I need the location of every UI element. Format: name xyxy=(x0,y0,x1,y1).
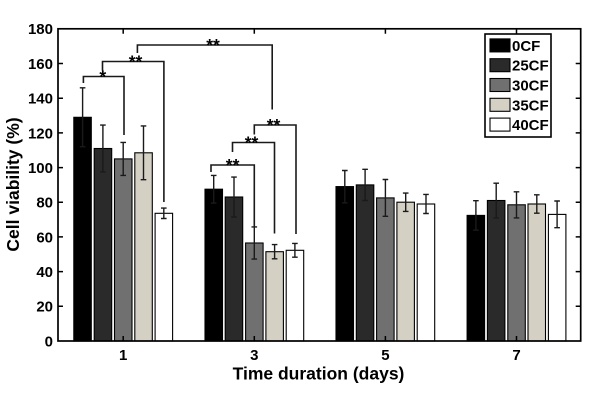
svg-text:0: 0 xyxy=(45,333,53,350)
svg-text:20: 20 xyxy=(36,299,53,316)
svg-text:180: 180 xyxy=(28,21,53,38)
svg-text:5: 5 xyxy=(381,347,389,364)
svg-text:120: 120 xyxy=(28,125,53,142)
svg-text:160: 160 xyxy=(28,56,53,73)
svg-text:40CF: 40CF xyxy=(512,117,549,134)
svg-text:100: 100 xyxy=(28,160,53,177)
svg-text:**: ** xyxy=(226,155,240,175)
svg-text:35CF: 35CF xyxy=(512,97,549,114)
svg-text:3: 3 xyxy=(250,347,258,364)
svg-text:*: * xyxy=(99,67,106,87)
svg-text:Cell viability (%): Cell viability (%) xyxy=(3,117,23,251)
svg-text:60: 60 xyxy=(36,229,53,246)
svg-text:30CF: 30CF xyxy=(512,78,549,95)
svg-text:25CF: 25CF xyxy=(512,58,549,75)
svg-text:**: ** xyxy=(267,115,281,135)
svg-text:80: 80 xyxy=(36,195,53,212)
svg-text:**: ** xyxy=(245,133,259,153)
svg-text:**: ** xyxy=(206,35,220,55)
svg-text:1: 1 xyxy=(119,347,127,364)
svg-text:0CF: 0CF xyxy=(512,38,540,55)
svg-text:40: 40 xyxy=(36,264,53,281)
svg-text:140: 140 xyxy=(28,91,53,108)
svg-text:**: ** xyxy=(129,52,143,72)
svg-text:Time duration (days): Time duration (days) xyxy=(233,364,405,384)
svg-text:7: 7 xyxy=(512,347,520,364)
